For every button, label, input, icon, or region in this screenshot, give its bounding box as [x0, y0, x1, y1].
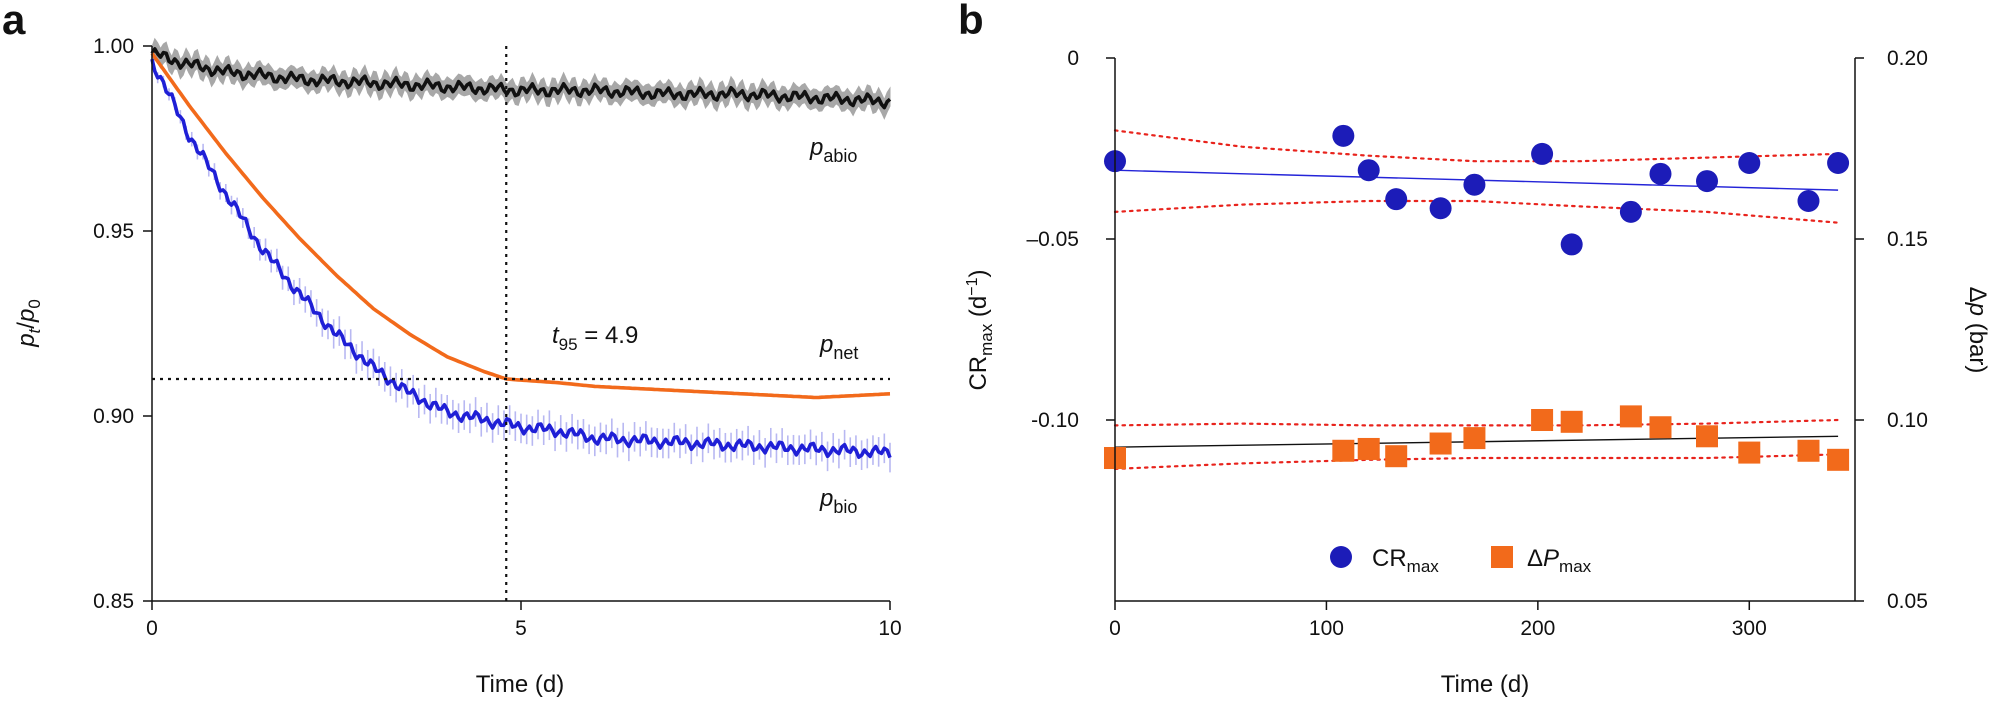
b-x-axis-label: Time (d)	[1441, 671, 1529, 698]
delta-p-max-point	[1385, 445, 1408, 468]
panel-b: b 0 100 200 300 0 –0.05 -0.10 0.20 0.15 0.10 0.0…	[958, 0, 1990, 698]
delta-p-max-point	[1429, 432, 1452, 455]
cr-max-point	[1619, 200, 1642, 223]
cr-max-point	[1827, 151, 1850, 174]
delta-p-max-ci-upper-line	[1113, 418, 1840, 427]
b-confidence-intervals	[1113, 129, 1840, 470]
cr-max-point	[1738, 151, 1761, 174]
cr-max-ci-lower-line	[1113, 199, 1840, 224]
delta-p-max-point	[1649, 416, 1672, 439]
delta-p-max-point	[1619, 405, 1642, 428]
a-y-tick-label: 1.00	[93, 35, 134, 58]
cr-max-point	[1696, 170, 1718, 193]
p-abio-error-band-shape	[151, 37, 891, 120]
p-bio-error-band	[151, 53, 891, 473]
a-error-bands	[151, 37, 891, 473]
panel-a: a 0.85 0.90 0.95 1.00 0 5 10 Time (d) pt/p0 p…	[2, 0, 902, 698]
a-annotation-t95: t95 = 4.9	[552, 322, 638, 354]
b-x-tick-label: 200	[1520, 617, 1555, 640]
a-label-p-bio: pbio	[819, 485, 857, 517]
b-right-y-tick-label: 0.10	[1887, 409, 1928, 432]
delta-p-max-point	[1696, 425, 1718, 448]
a-y-ticks: 0.85 0.90 0.95 1.00	[93, 35, 152, 613]
cr-max-point	[1332, 124, 1355, 147]
a-x-tick-label: 10	[878, 617, 901, 640]
delta-p-max-point	[1332, 439, 1355, 462]
delta-p-max-point	[1797, 439, 1820, 462]
a-x-tick-label: 0	[146, 617, 158, 640]
delta-p-max-point	[1738, 441, 1761, 464]
cr-max-point	[1429, 197, 1452, 220]
delta-p-max-point	[1560, 410, 1583, 433]
a-y-tick-label: 0.90	[93, 405, 134, 428]
a-x-axis-label: Time (d)	[476, 671, 564, 698]
a-y-tick-label: 0.85	[93, 590, 134, 613]
a-label-p-abio: pabio	[809, 134, 857, 166]
delta-p-max-point	[1463, 427, 1486, 450]
panel-a-label: a	[2, 0, 26, 43]
b-data-points	[1104, 124, 1850, 471]
a-x-tick-label: 5	[515, 617, 527, 640]
cr-max-point	[1797, 189, 1820, 212]
b-x-tick-label: 300	[1732, 617, 1767, 640]
b-right-y-tick-label: 0.15	[1887, 228, 1928, 251]
b-right-y-ticks: 0.20 0.15 0.10 0.05	[1855, 47, 1928, 613]
b-right-y-tick-label: 0.05	[1887, 590, 1928, 613]
legend-marker-cr-max	[1330, 546, 1352, 568]
cr-max-point	[1531, 142, 1554, 165]
b-left-y-axis-label: CRmax (d−1)	[964, 269, 996, 390]
legend-label-cr-max: CRmax	[1372, 545, 1439, 576]
a-y-axis-label: pt/p0	[13, 299, 44, 348]
legend-label-delta-p-max: ΔPmax	[1527, 545, 1592, 576]
b-x-tick-label: 100	[1309, 617, 1344, 640]
cr-max-point	[1463, 173, 1486, 196]
a-label-p-net: pnet	[819, 331, 858, 363]
b-left-y-tick-label: -0.10	[1031, 409, 1079, 432]
delta-p-max-point	[1827, 448, 1850, 471]
cr-max-point	[1560, 233, 1583, 256]
delta-p-max-point	[1531, 409, 1554, 431]
delta-p-max-ci-lower-line	[1113, 453, 1840, 470]
b-left-y-tick-label: –0.05	[1026, 228, 1079, 251]
panel-b-label: b	[958, 0, 984, 43]
a-x-ticks: 0 5 10	[146, 601, 902, 640]
b-left-y-ticks: 0 –0.05 -0.10	[1026, 47, 1115, 432]
b-left-y-tick-label: 0	[1067, 47, 1079, 70]
cr-max-point	[1385, 188, 1408, 211]
b-legend: CRmax ΔPmax	[1330, 545, 1592, 576]
delta-p-max-point	[1357, 437, 1380, 460]
cr-max-point	[1357, 159, 1380, 182]
legend-marker-delta-p-max	[1491, 546, 1513, 568]
a-y-tick-label: 0.95	[93, 220, 134, 243]
cr-max-point	[1649, 162, 1672, 185]
b-x-tick-label: 0	[1109, 617, 1121, 640]
cr-max-ci-upper-line	[1113, 129, 1840, 163]
p-abio-error-band	[151, 37, 891, 120]
b-right-y-axis-label: Δp (bar)	[1964, 287, 1990, 374]
b-x-ticks: 0 100 200 300	[1109, 601, 1767, 640]
b-fit-lines	[1114, 169, 1839, 448]
b-right-y-tick-label: 0.20	[1887, 47, 1928, 70]
p-bio-line	[150, 58, 892, 459]
p-abio-line	[150, 47, 892, 110]
